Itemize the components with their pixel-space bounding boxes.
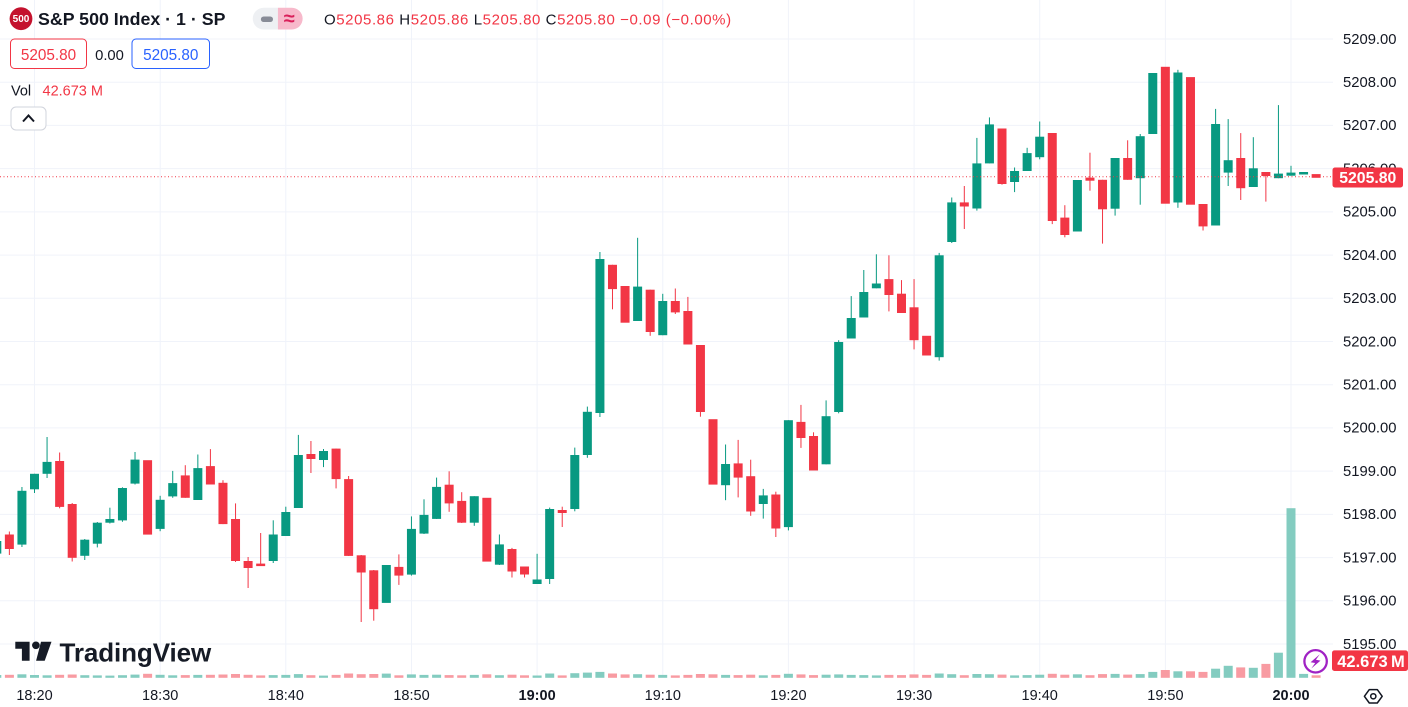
svg-text:18:20: 18:20 xyxy=(16,688,52,704)
svg-text:5197.00: 5197.00 xyxy=(1343,550,1397,566)
svg-text:19:20: 19:20 xyxy=(770,688,806,704)
svg-text:O5205.86 H5205.86 L5205.80 C52: O5205.86 H5205.86 L5205.80 C5205.80 −0.0… xyxy=(324,12,732,29)
svg-text:18:40: 18:40 xyxy=(268,688,304,704)
svg-text:42.673 M: 42.673 M xyxy=(43,84,103,100)
svg-text:19:00: 19:00 xyxy=(519,688,556,704)
svg-text:19:10: 19:10 xyxy=(645,688,681,704)
svg-text:5196.00: 5196.00 xyxy=(1343,594,1397,610)
svg-text:5204.00: 5204.00 xyxy=(1343,248,1397,264)
svg-text:5198.00: 5198.00 xyxy=(1343,507,1397,523)
svg-text:19:40: 19:40 xyxy=(1022,688,1058,704)
svg-text:≈: ≈ xyxy=(284,8,295,30)
svg-text:19:30: 19:30 xyxy=(896,688,932,704)
svg-text:0.00: 0.00 xyxy=(95,48,124,64)
svg-text:5209.00: 5209.00 xyxy=(1343,32,1397,48)
svg-text:5208.00: 5208.00 xyxy=(1343,75,1397,91)
svg-text:5205.00: 5205.00 xyxy=(1343,205,1397,221)
svg-text:5200.00: 5200.00 xyxy=(1343,421,1397,437)
svg-text:5203.00: 5203.00 xyxy=(1343,291,1397,307)
svg-text:5205.80: 5205.80 xyxy=(143,47,198,64)
svg-text:20:00: 20:00 xyxy=(1272,688,1309,704)
svg-text:S&P 500 Index · 1 · SP: S&P 500 Index · 1 · SP xyxy=(38,9,226,29)
svg-text:18:50: 18:50 xyxy=(393,688,429,704)
svg-text:18:30: 18:30 xyxy=(142,688,178,704)
svg-text:5201.00: 5201.00 xyxy=(1343,378,1397,394)
svg-text:5202.00: 5202.00 xyxy=(1343,334,1397,350)
svg-text:500: 500 xyxy=(13,14,30,25)
svg-text:5195.00: 5195.00 xyxy=(1343,637,1397,653)
svg-text:5205.80: 5205.80 xyxy=(1339,170,1396,187)
svg-text:TradingView: TradingView xyxy=(60,638,212,668)
svg-text:Vol: Vol xyxy=(11,84,31,100)
svg-text:5207.00: 5207.00 xyxy=(1343,118,1397,134)
svg-text:19:50: 19:50 xyxy=(1147,688,1183,704)
svg-text:5199.00: 5199.00 xyxy=(1343,464,1397,480)
svg-text:42.673 M: 42.673 M xyxy=(1337,653,1405,671)
svg-text:5205.80: 5205.80 xyxy=(21,47,76,64)
